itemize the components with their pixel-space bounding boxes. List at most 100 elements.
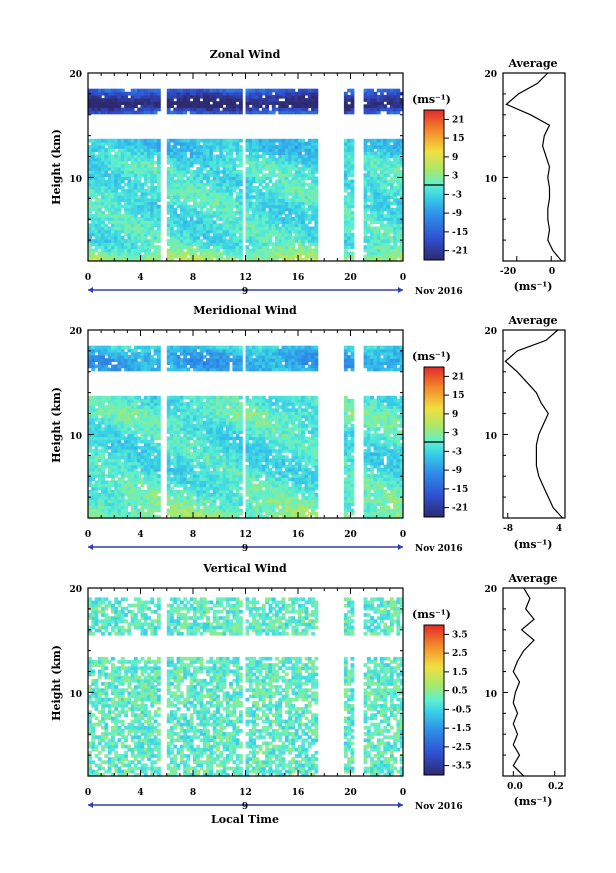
heatmap-cell <box>252 163 256 168</box>
heatmap-cell <box>376 151 381 156</box>
heatmap-cell <box>363 179 368 184</box>
heatmap-cell <box>376 88 381 93</box>
heatmap-cell <box>232 198 237 203</box>
heatmap-cell <box>104 449 109 453</box>
heatmap-cell <box>393 141 398 146</box>
heatmap-cell <box>88 226 92 231</box>
heatmap-cell <box>307 154 312 159</box>
heatmap-cell <box>150 427 155 431</box>
heatmap-cell <box>301 107 306 112</box>
heatmap-cell <box>176 442 181 447</box>
heatmap-cell <box>94 499 99 503</box>
heatmap-cell <box>133 430 138 435</box>
heatmap-cell <box>143 160 148 165</box>
heatmap-cell <box>288 254 293 259</box>
heatmap-cell <box>137 411 142 416</box>
heatmap-cell <box>275 242 279 246</box>
heatmap-cell <box>166 104 171 109</box>
heatmap-cells <box>88 88 404 262</box>
heatmap-cell <box>232 188 237 193</box>
heatmap-cell <box>130 358 135 362</box>
heatmap-cell <box>275 138 279 143</box>
heatmap-cell <box>156 420 161 425</box>
heatmap-cell <box>156 94 161 99</box>
heatmap-cell <box>376 217 381 221</box>
heatmap-cell <box>170 170 174 174</box>
heatmap-cell <box>225 195 230 199</box>
heatmap-cell <box>350 173 355 178</box>
heatmap-cell <box>88 427 92 431</box>
heatmap-cell <box>176 223 181 228</box>
heatmap-cell <box>186 170 191 174</box>
heatmap-cell <box>248 207 253 212</box>
heatmap-cell <box>252 223 256 228</box>
heatmap-cell <box>153 110 158 115</box>
heatmap-cell <box>307 239 312 243</box>
heatmap-cell <box>173 148 178 152</box>
heatmap-cell <box>343 232 348 237</box>
heatmap-cell <box>104 151 109 156</box>
heatmap-cell <box>268 210 273 215</box>
heatmap-cell <box>91 160 96 165</box>
heatmap-cell <box>97 455 102 460</box>
heatmap-cell <box>91 367 96 372</box>
heatmap-cell <box>183 445 188 450</box>
heatmap-cell <box>399 198 404 203</box>
heatmap-cell <box>370 254 375 259</box>
heatmap-cell <box>140 458 145 463</box>
heatmap-cell <box>173 245 178 250</box>
heatmap-cell <box>91 254 96 259</box>
heatmap-cell <box>130 248 135 253</box>
heatmap-cell <box>133 420 138 425</box>
heatmap-cell <box>166 167 171 171</box>
heatmap-cell <box>114 496 119 500</box>
heatmap-cell <box>183 223 188 228</box>
heatmap-cell <box>140 94 145 99</box>
heatmap-cell <box>97 148 102 152</box>
heatmap-cell <box>238 179 243 184</box>
heatmap-cell <box>278 248 283 253</box>
heatmap-cell <box>386 195 391 199</box>
heatmap-cell <box>153 514 158 519</box>
heatmap-cell <box>117 461 122 466</box>
heatmap-cell <box>370 217 375 221</box>
heatmap-cell <box>107 505 112 510</box>
heatmap-cell <box>137 88 142 93</box>
heatmap-cell <box>275 179 279 184</box>
heatmap-cell <box>311 98 315 102</box>
heatmap-cell <box>232 239 237 243</box>
heatmap-cell <box>179 104 184 109</box>
heatmap-cell <box>111 364 115 369</box>
heatmap-cell <box>347 220 352 225</box>
heatmap-cell <box>232 98 237 102</box>
heatmap-cell <box>268 151 273 156</box>
heatmap-cell <box>179 405 184 409</box>
heatmap-cell <box>222 145 227 149</box>
heatmap-cell <box>173 195 178 199</box>
heatmap-cell <box>173 474 178 478</box>
heatmap-cell <box>347 167 352 171</box>
heatmap-cell <box>97 94 102 99</box>
heatmap-cell <box>252 145 256 149</box>
heatmap-cell <box>179 138 184 143</box>
heatmap-cell <box>268 204 273 209</box>
heatmap-cell <box>173 508 178 513</box>
heatmap-cell <box>284 173 289 178</box>
heatmap-cell <box>206 229 210 234</box>
heatmap-cell <box>170 402 174 406</box>
heatmap-cell <box>222 167 227 171</box>
heatmap-cell <box>193 210 197 215</box>
heatmap-cell <box>143 91 148 96</box>
heatmap-cell <box>366 229 371 234</box>
heatmap-cell <box>225 185 230 190</box>
heatmap-cell <box>216 94 220 99</box>
heatmap-cell <box>88 138 92 143</box>
heatmap-cell <box>176 424 181 428</box>
heatmap-cell <box>111 449 115 453</box>
heatmap-cell <box>140 257 145 262</box>
heatmap-cell <box>130 467 135 472</box>
heatmap-cell <box>209 201 214 206</box>
heatmap-cell <box>291 173 296 178</box>
heatmap-cell <box>150 251 155 256</box>
heatmap-cell <box>275 254 279 259</box>
